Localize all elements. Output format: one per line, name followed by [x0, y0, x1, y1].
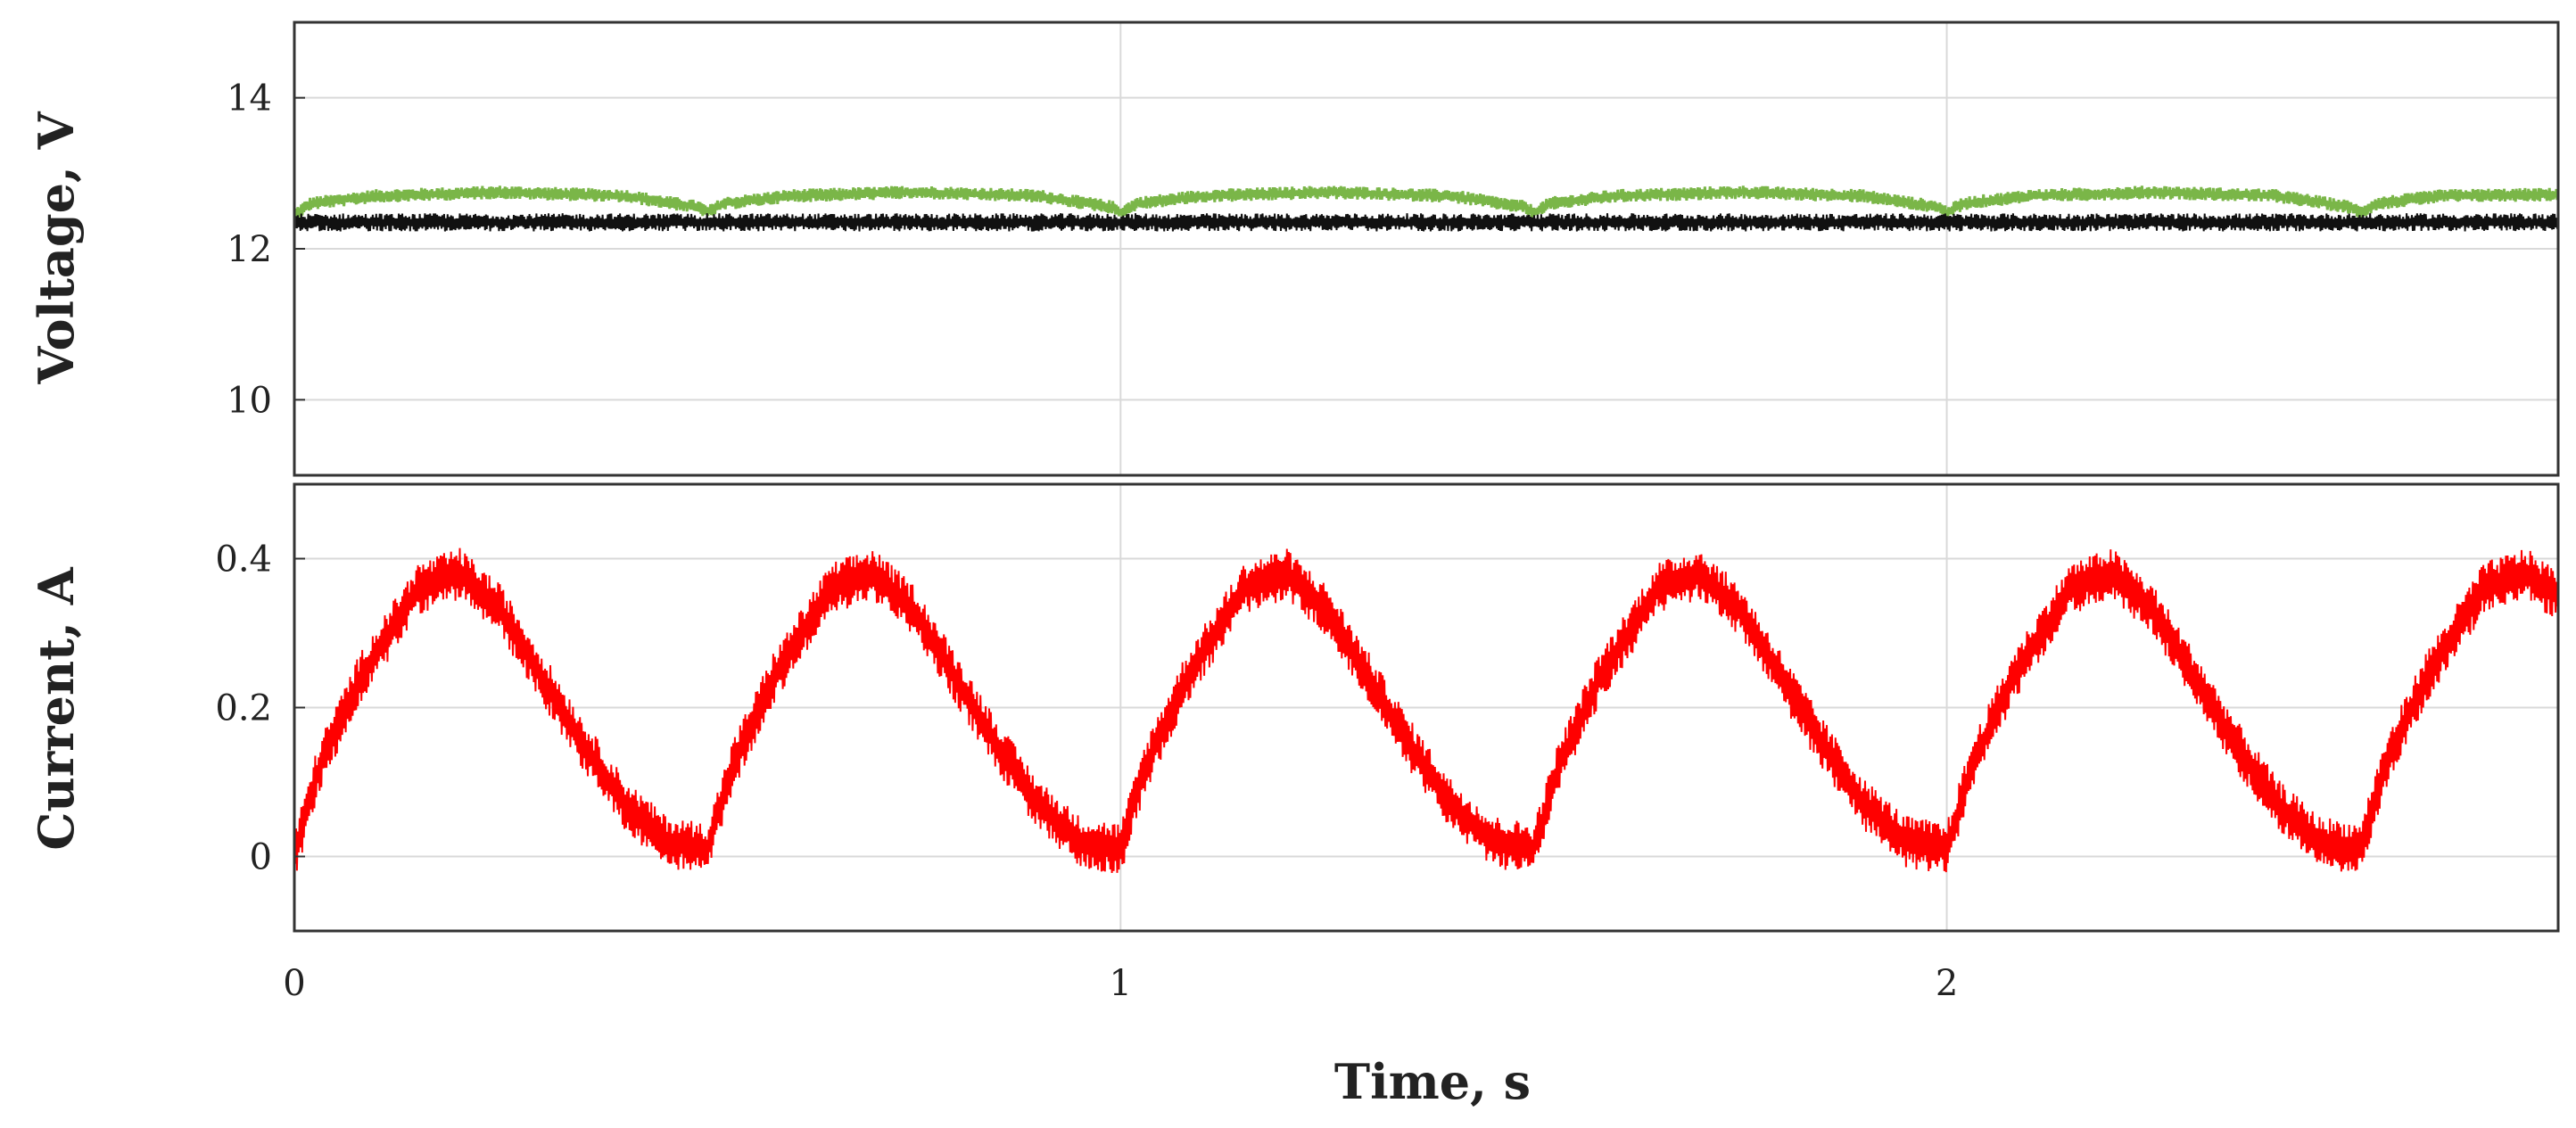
- current-y-tick-labels: 0 0.2 0.4: [215, 539, 305, 878]
- current-y-axis-label: Current, A: [28, 566, 85, 850]
- voltage-y-tick-labels: 10 12 14: [227, 78, 305, 421]
- current-y-tick-label: 0.4: [215, 539, 272, 580]
- voltage-series-line-2: [294, 213, 2558, 232]
- voltage-panel: 10 12 14 Voltage, V: [28, 21, 2560, 477]
- voltage-y-tick-label: 10: [227, 380, 272, 421]
- voltage-series-line-1: [294, 185, 2558, 220]
- current-panel: 0 0.2 0.4 0 1 2 Current, A Time, s: [28, 482, 2560, 1110]
- current-y-tick-label: 0: [250, 837, 272, 878]
- voltage-grid: [294, 22, 2558, 475]
- current-series-line-1: [294, 548, 2558, 874]
- voltage-y-tick-label: 14: [227, 78, 272, 119]
- current-y-tick-label: 0.2: [215, 688, 272, 729]
- voltage-y-tick-label: 12: [227, 229, 272, 270]
- time-x-tick-label: 1: [1110, 963, 1132, 1004]
- current-series: [294, 548, 2558, 874]
- time-x-axis-label: Time, s: [1334, 1053, 1531, 1110]
- time-x-tick-label: 2: [1936, 963, 1958, 1004]
- voltage-y-axis-label: Voltage, V: [28, 111, 85, 384]
- voltage-series: [294, 185, 2558, 232]
- time-x-tick-labels: 0 1 2: [283, 963, 1958, 1004]
- time-x-tick-label: 0: [283, 963, 305, 1004]
